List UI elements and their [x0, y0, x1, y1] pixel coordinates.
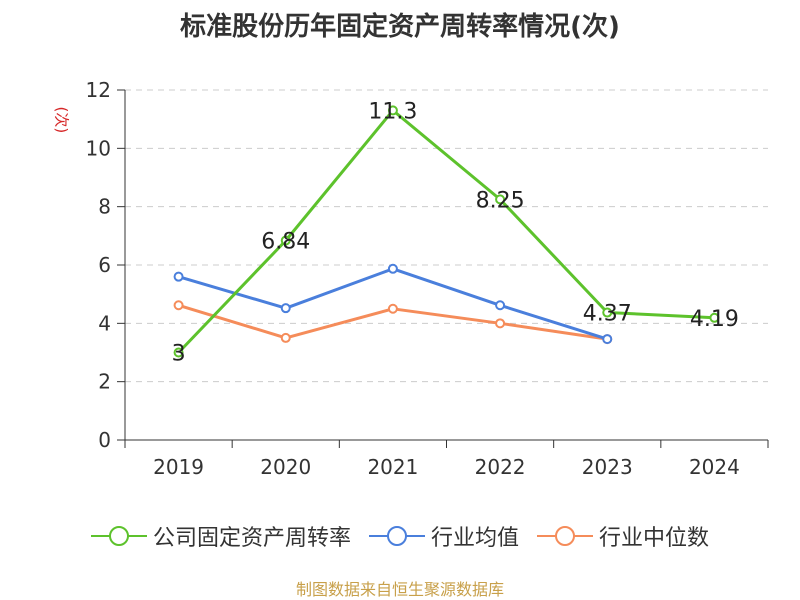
data-point-0 [495, 194, 506, 205]
legend-item-industry-avg[interactable]: 行业均值 [368, 520, 519, 552]
legend-label-industry-avg: 行业均值 [430, 526, 519, 551]
x-tick-label: 2024 [689, 455, 740, 479]
data-point-2 [495, 318, 506, 329]
data-point-0 [709, 312, 720, 323]
data-point-0 [173, 347, 184, 358]
data-label: 4.19 [690, 307, 739, 332]
chart-title: 标准股份历年固定资产周转率情况(次) [180, 12, 620, 42]
legend-swatch-industry-median [537, 526, 593, 546]
data-point-1 [495, 300, 506, 311]
legend-item-company[interactable]: 公司固定资产周转率 [90, 520, 351, 552]
y-tick-label: 4 [98, 311, 111, 335]
data-point-0 [280, 235, 291, 246]
source-note: 制图数据来自恒生聚源数据库 [295, 580, 504, 599]
series-layer [173, 105, 720, 358]
y-tick-label: 12 [86, 78, 111, 102]
data-point-1 [280, 303, 291, 314]
axes: 0 2 4 6 8 10 12 2019 2020 2021 2022 2023 2024 [86, 78, 769, 479]
data-label: 6.84 [261, 230, 310, 255]
grid-lines [125, 89, 768, 383]
x-tick-label: 2023 [582, 455, 633, 479]
legend-swatch-industry-avg [368, 526, 425, 546]
legend: 公司固定资产周转率 行业均值 行业中位数 [0, 520, 800, 552]
x-tick-label: 2021 [367, 455, 418, 479]
data-label: 3 [172, 342, 186, 367]
data-label: 4.37 [583, 302, 632, 327]
data-point-1 [387, 263, 398, 274]
data-point-2 [173, 300, 184, 311]
data-point-1 [173, 271, 184, 282]
x-tick-label: 2020 [260, 455, 311, 479]
x-tick-label: 2022 [475, 455, 526, 479]
data-point-2 [387, 303, 398, 314]
data-label: 11.3 [368, 99, 417, 124]
data-point-2 [280, 332, 291, 343]
y-tick-label: 10 [86, 136, 111, 160]
data-point-0 [387, 105, 398, 116]
legend-swatch-company [90, 526, 147, 546]
legend-item-industry-median[interactable]: 行业中位数 [537, 520, 709, 552]
data-labels: 3 6.84 11.3 8.25 4.37 4.19 [172, 99, 739, 366]
y-tick-label: 8 [98, 195, 111, 219]
y-tick-label: 0 [98, 428, 111, 452]
legend-label-industry-median: 行业中位数 [599, 526, 710, 551]
data-label: 8.25 [476, 188, 525, 213]
data-point-0 [602, 307, 613, 318]
legend-label-company: 公司固定资产周转率 [152, 526, 351, 551]
y-tick-label: 2 [98, 370, 111, 394]
x-tick-label: 2019 [153, 455, 204, 479]
series-line-0 [177, 108, 715, 354]
data-point-1 [602, 334, 613, 345]
y-tick-label: 6 [98, 253, 111, 277]
